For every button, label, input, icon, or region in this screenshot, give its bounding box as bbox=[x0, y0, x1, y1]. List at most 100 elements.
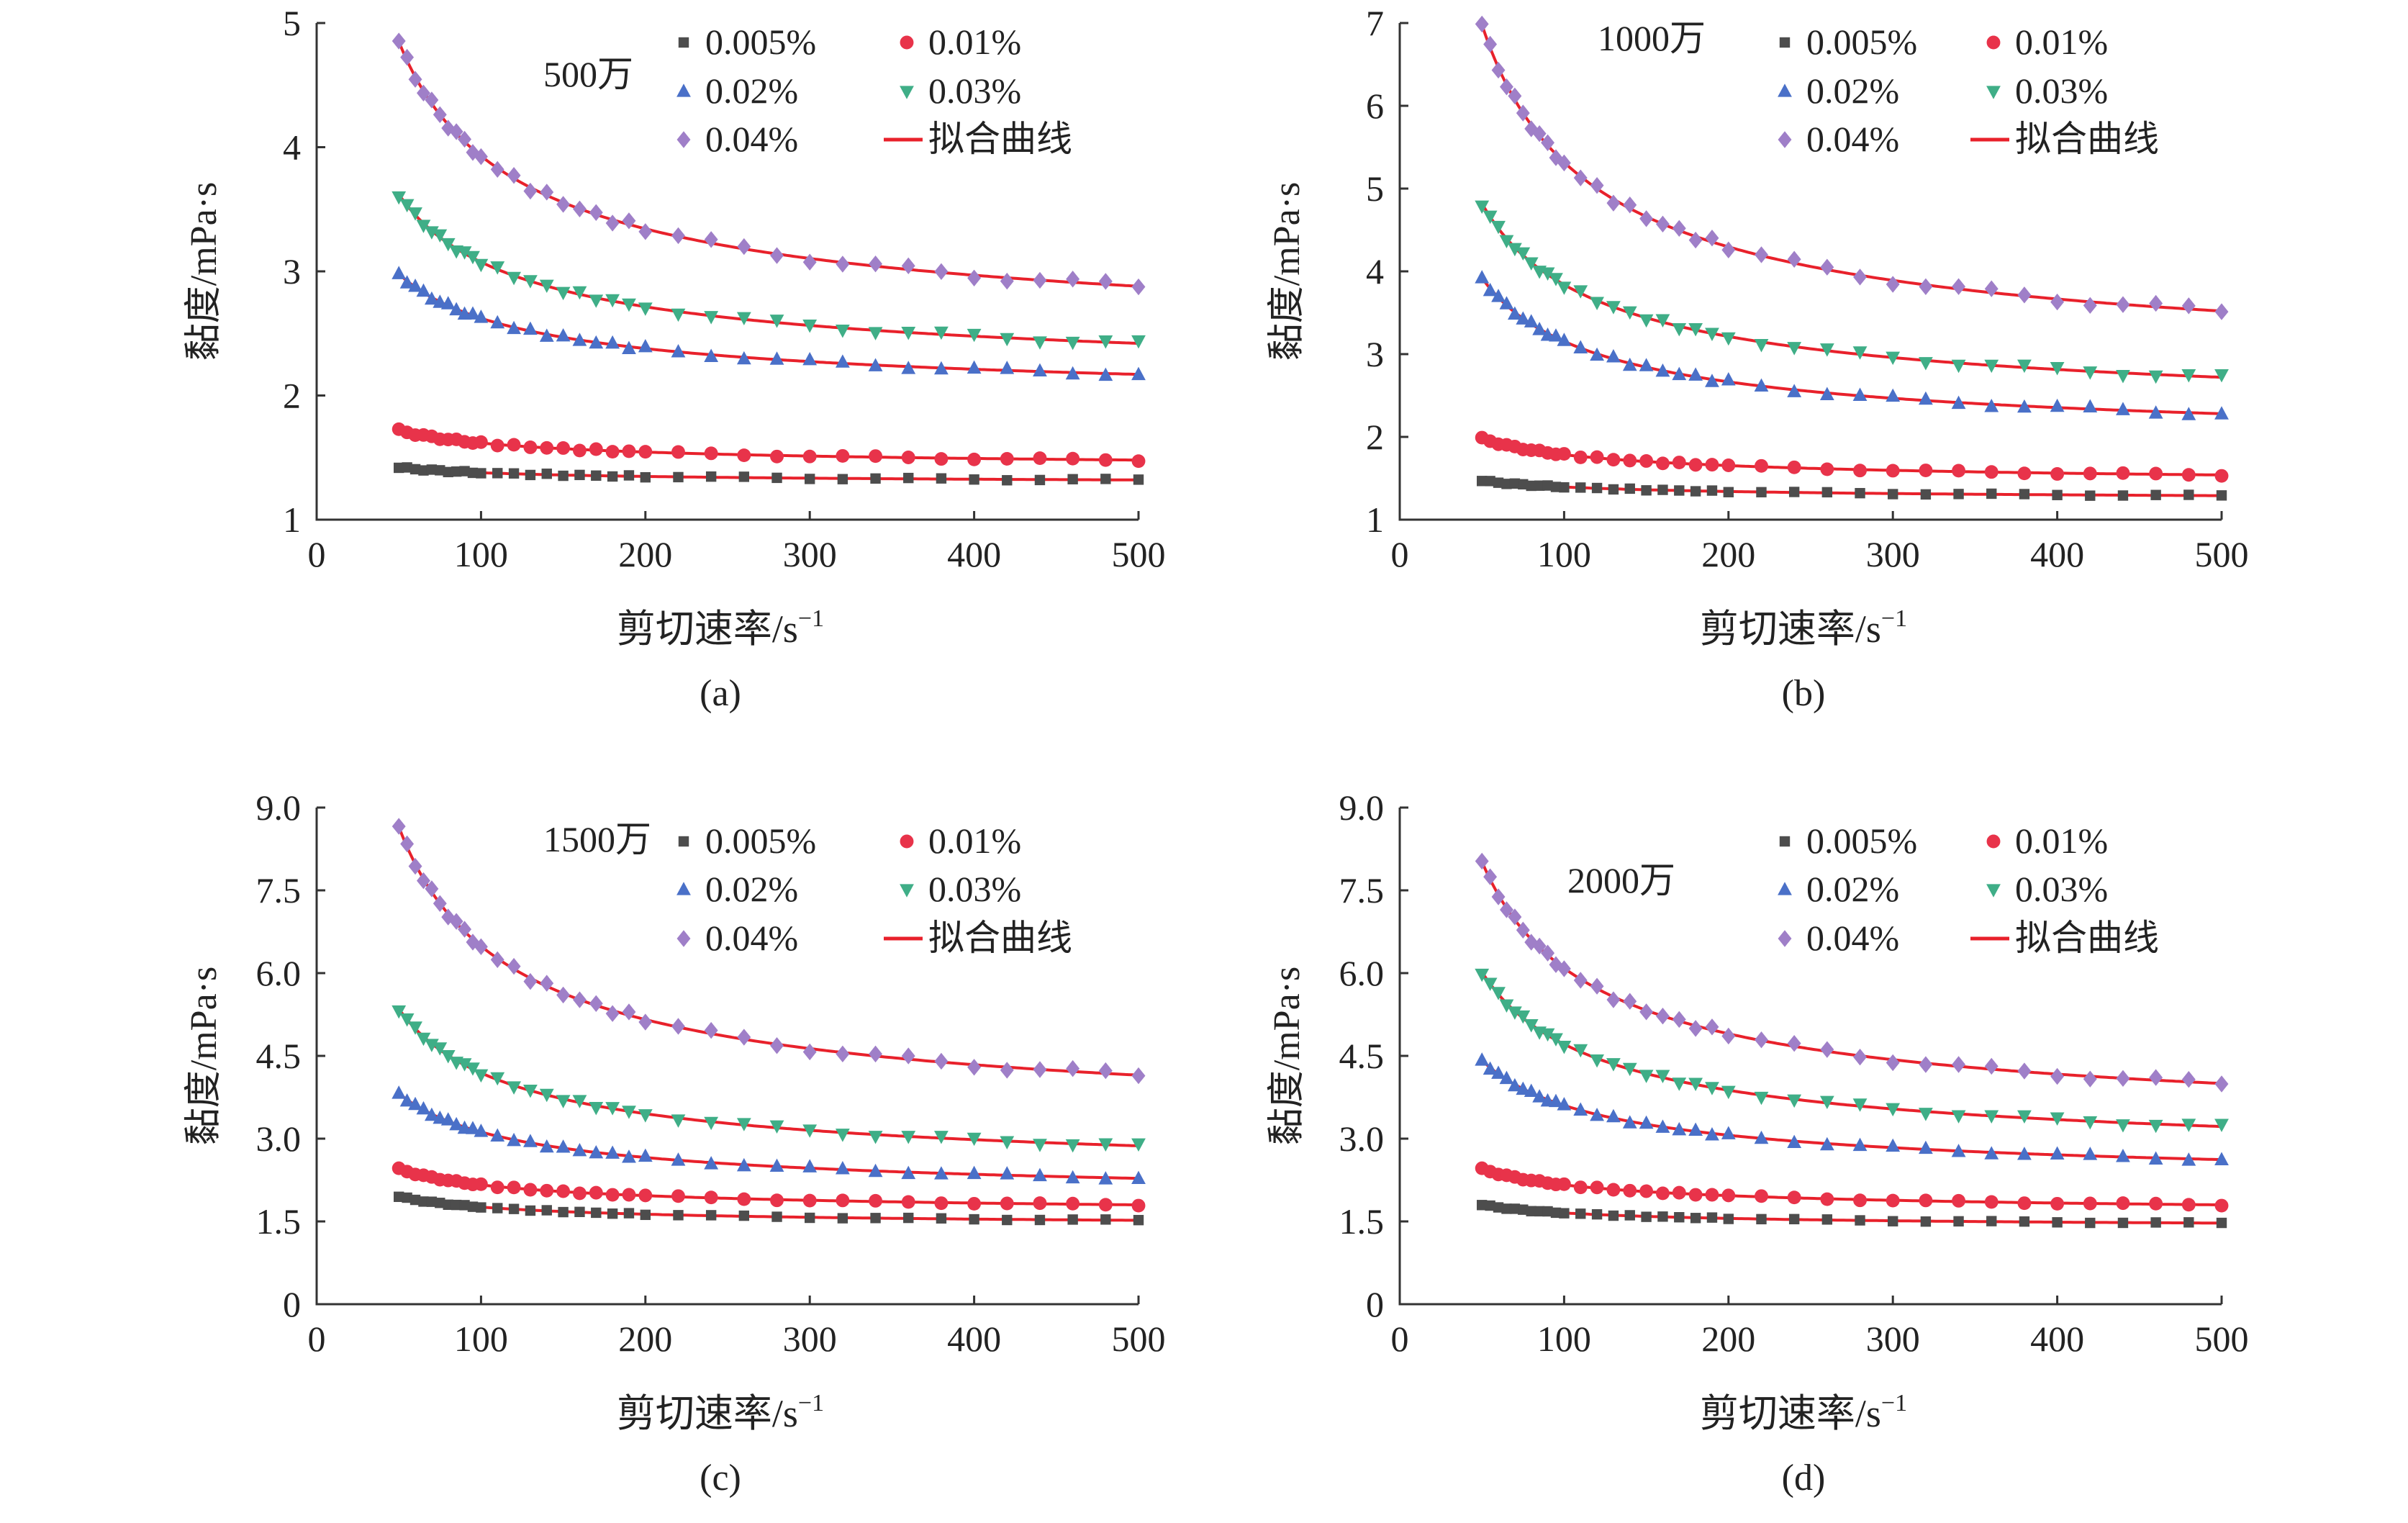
data-point bbox=[1507, 243, 1522, 257]
data-point bbox=[1639, 1184, 1654, 1198]
x-tick-label: 200 bbox=[618, 534, 672, 574]
data-point bbox=[2214, 1152, 2229, 1165]
molecular-weight-annotation: 500万 bbox=[543, 54, 633, 94]
data-point bbox=[507, 1132, 521, 1147]
data-point bbox=[1131, 1067, 1146, 1085]
data-point bbox=[1098, 1138, 1113, 1152]
data-point bbox=[1501, 1203, 1512, 1214]
legend-marker bbox=[1986, 884, 2001, 898]
data-point bbox=[2214, 406, 2229, 420]
legend-label: 0.03% bbox=[928, 869, 1021, 909]
data-point bbox=[591, 1207, 602, 1219]
data-point bbox=[869, 1045, 883, 1063]
data-point bbox=[416, 1032, 431, 1047]
data-point bbox=[1606, 1108, 1621, 1123]
y-tick-label: 2 bbox=[1366, 417, 1384, 457]
data-point bbox=[936, 1213, 947, 1224]
data-point bbox=[408, 71, 422, 88]
data-point bbox=[1002, 1214, 1013, 1226]
data-point bbox=[802, 351, 818, 366]
data-point bbox=[770, 1193, 784, 1208]
y-tick-label: 4.5 bbox=[1339, 1036, 1385, 1076]
data-point bbox=[2214, 1198, 2229, 1213]
data-point bbox=[605, 294, 620, 308]
data-point bbox=[525, 469, 536, 481]
data-point bbox=[474, 938, 488, 956]
data-point bbox=[1002, 475, 1013, 486]
data-point bbox=[1622, 306, 1637, 320]
series-group bbox=[1475, 1052, 2229, 1166]
data-point bbox=[2181, 1071, 2196, 1088]
x-tick-label: 400 bbox=[947, 1319, 1001, 1359]
data-point bbox=[1606, 453, 1621, 467]
data-point bbox=[705, 1210, 717, 1221]
legend: 0.005% 0.01% 0.02% 0.03% 0.04% 拟合曲线 bbox=[676, 821, 1072, 958]
data-point bbox=[1888, 489, 1898, 500]
data-point bbox=[467, 467, 479, 479]
data-point bbox=[1532, 1089, 1547, 1103]
data-point bbox=[572, 286, 587, 300]
data-point bbox=[1541, 944, 1555, 962]
data-point bbox=[835, 1160, 850, 1175]
fit-curve bbox=[1481, 437, 2222, 476]
data-point bbox=[835, 354, 850, 368]
data-point bbox=[836, 1193, 850, 1208]
legend-label: 0.01% bbox=[2015, 22, 2108, 62]
data-point bbox=[704, 446, 718, 461]
data-point bbox=[451, 1199, 462, 1211]
data-point bbox=[474, 1177, 488, 1191]
data-point bbox=[704, 1116, 719, 1131]
data-point bbox=[1526, 480, 1536, 492]
data-point bbox=[1674, 1212, 1685, 1223]
data-point bbox=[433, 229, 448, 243]
data-point bbox=[1984, 359, 1999, 374]
data-point bbox=[449, 1116, 464, 1131]
data-point bbox=[400, 835, 415, 853]
data-point bbox=[1483, 1061, 1498, 1075]
data-point bbox=[934, 1196, 949, 1211]
fit-curve bbox=[397, 272, 1139, 376]
x-tick-label: 400 bbox=[2030, 534, 2084, 574]
y-axis-label: 黏度/mPa·s bbox=[1267, 967, 1308, 1145]
data-point bbox=[2181, 1198, 2196, 1212]
data-point bbox=[671, 227, 685, 245]
data-point bbox=[934, 263, 949, 280]
data-point bbox=[2083, 297, 2097, 315]
data-point bbox=[737, 1029, 751, 1046]
y-tick-label: 0 bbox=[283, 1284, 301, 1324]
data-point bbox=[1655, 363, 1670, 377]
data-point bbox=[1065, 1170, 1080, 1184]
data-point bbox=[1672, 1121, 1687, 1136]
data-point bbox=[802, 1043, 817, 1061]
data-point bbox=[638, 302, 653, 316]
data-point bbox=[1855, 487, 1865, 499]
data-point bbox=[466, 250, 480, 265]
legend-marker bbox=[1779, 836, 1791, 847]
legend-label: 拟合曲线 bbox=[928, 918, 1072, 958]
data-point bbox=[443, 1199, 453, 1210]
data-point bbox=[1951, 1110, 1966, 1124]
y-tick-label: 2 bbox=[283, 376, 301, 416]
y-tick-label: 9.0 bbox=[1339, 787, 1385, 828]
data-point bbox=[556, 1095, 571, 1108]
data-point bbox=[1657, 1211, 1668, 1222]
data-point bbox=[1098, 1198, 1113, 1212]
data-point bbox=[1534, 1206, 1545, 1217]
data-point bbox=[769, 351, 784, 365]
data-point bbox=[901, 361, 916, 374]
data-point bbox=[671, 344, 686, 358]
data-point bbox=[1475, 270, 1490, 284]
data-point bbox=[671, 1114, 686, 1128]
y-tick-label: 3.0 bbox=[1339, 1118, 1385, 1159]
data-point bbox=[1475, 1052, 1490, 1066]
data-point bbox=[1493, 477, 1504, 488]
data-point bbox=[539, 1139, 554, 1153]
data-point bbox=[901, 451, 915, 464]
data-point bbox=[1509, 478, 1521, 489]
data-point bbox=[458, 921, 472, 938]
data-point bbox=[2214, 1118, 2229, 1132]
data-point bbox=[836, 256, 850, 273]
data-point bbox=[802, 1159, 818, 1172]
data-point bbox=[2116, 1119, 2130, 1133]
